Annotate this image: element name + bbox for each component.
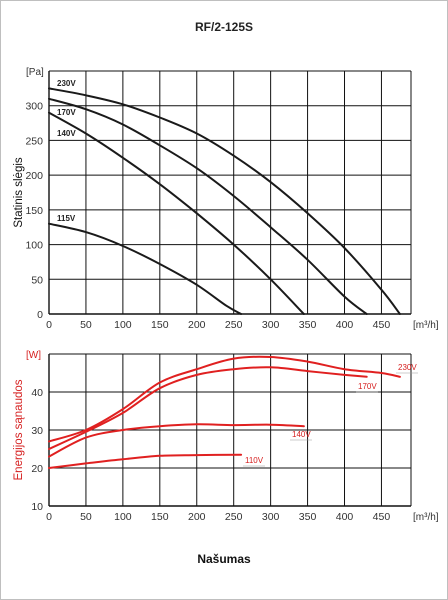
series-line-230V (48, 355, 401, 443)
x-tick-label: 0 (46, 511, 52, 523)
x-axis-title: Našumas (197, 552, 251, 566)
series-label-170V: 170V (358, 382, 377, 391)
y-tick-label: 10 (31, 501, 43, 513)
y-tick-label: 200 (25, 170, 43, 182)
y-tick-label: 250 (25, 135, 43, 147)
series-label-140V: 140V (57, 129, 76, 138)
x-tick-label: 450 (373, 319, 391, 331)
pressure-plot: 0 50 100 150 200 250 300 0 50 100 150 200 250 300 350 4… (13, 67, 439, 331)
x-unit-label: [m³/h] (413, 512, 439, 523)
x-tick-label: 150 (151, 319, 169, 331)
y-tick-label: 300 (25, 101, 43, 113)
y-tick-label: 40 (31, 387, 43, 399)
series-line-115V (48, 222, 243, 315)
series-line-230V (48, 87, 401, 315)
series-line-140V (48, 423, 305, 458)
x-tick-label: 450 (373, 511, 391, 523)
y-axis-title: Statinis slėgis (13, 157, 25, 228)
y-tick-label: 30 (31, 425, 43, 437)
x-tick-label: 150 (151, 511, 169, 523)
x-tick-label: 0 (46, 319, 52, 331)
y-tick-label: 0 (37, 309, 43, 321)
series-line-140V (48, 111, 305, 315)
x-tick-label: 300 (262, 319, 280, 331)
series-line-170V (48, 97, 368, 315)
y-unit-label: [Pa] (26, 67, 44, 78)
y-tick-label: 100 (25, 240, 43, 252)
x-tick-label: 100 (114, 319, 132, 331)
x-tick-label: 400 (336, 319, 354, 331)
y-tick-label: 20 (31, 463, 43, 475)
y-tick-label: 150 (25, 205, 43, 217)
x-tick-label: 250 (225, 511, 243, 523)
series-line-110V (48, 453, 243, 469)
x-tick-label: 200 (188, 511, 206, 523)
y-unit-label: [W] (26, 350, 41, 361)
x-unit-label: [m³/h] (413, 320, 439, 331)
series-label-115V: 115V (57, 214, 76, 223)
series-label-110V: 110V (245, 456, 264, 465)
series-label-230V: 230V (398, 363, 417, 372)
series-line-170V (48, 366, 368, 450)
y-axis-title: Energijos sąnaudos (13, 379, 25, 480)
x-tick-label: 100 (114, 511, 132, 523)
x-tick-label: 200 (188, 319, 206, 331)
x-tick-label: 50 (80, 511, 92, 523)
y-tick-label: 50 (31, 274, 43, 286)
x-tick-label: 350 (299, 511, 317, 523)
series-label-230V: 230V (57, 79, 76, 88)
chart-title: RF/2-125S (195, 20, 253, 34)
series-label-170V: 170V (57, 108, 76, 117)
series-label-140V: 140V (292, 430, 311, 439)
x-tick-label: 50 (80, 319, 92, 331)
x-tick-label: 350 (299, 319, 317, 331)
x-tick-label: 400 (336, 511, 354, 523)
x-tick-label: 300 (262, 511, 280, 523)
x-tick-label: 250 (225, 319, 243, 331)
